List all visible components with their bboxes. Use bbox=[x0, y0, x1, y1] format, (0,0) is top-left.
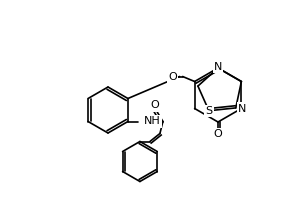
Text: O: O bbox=[168, 72, 177, 82]
Text: N: N bbox=[238, 104, 247, 114]
Text: O: O bbox=[151, 100, 159, 110]
Text: NH: NH bbox=[144, 116, 161, 127]
Text: S: S bbox=[206, 106, 212, 116]
Text: O: O bbox=[168, 72, 177, 82]
Text: N: N bbox=[214, 62, 222, 72]
Text: O: O bbox=[214, 129, 222, 139]
